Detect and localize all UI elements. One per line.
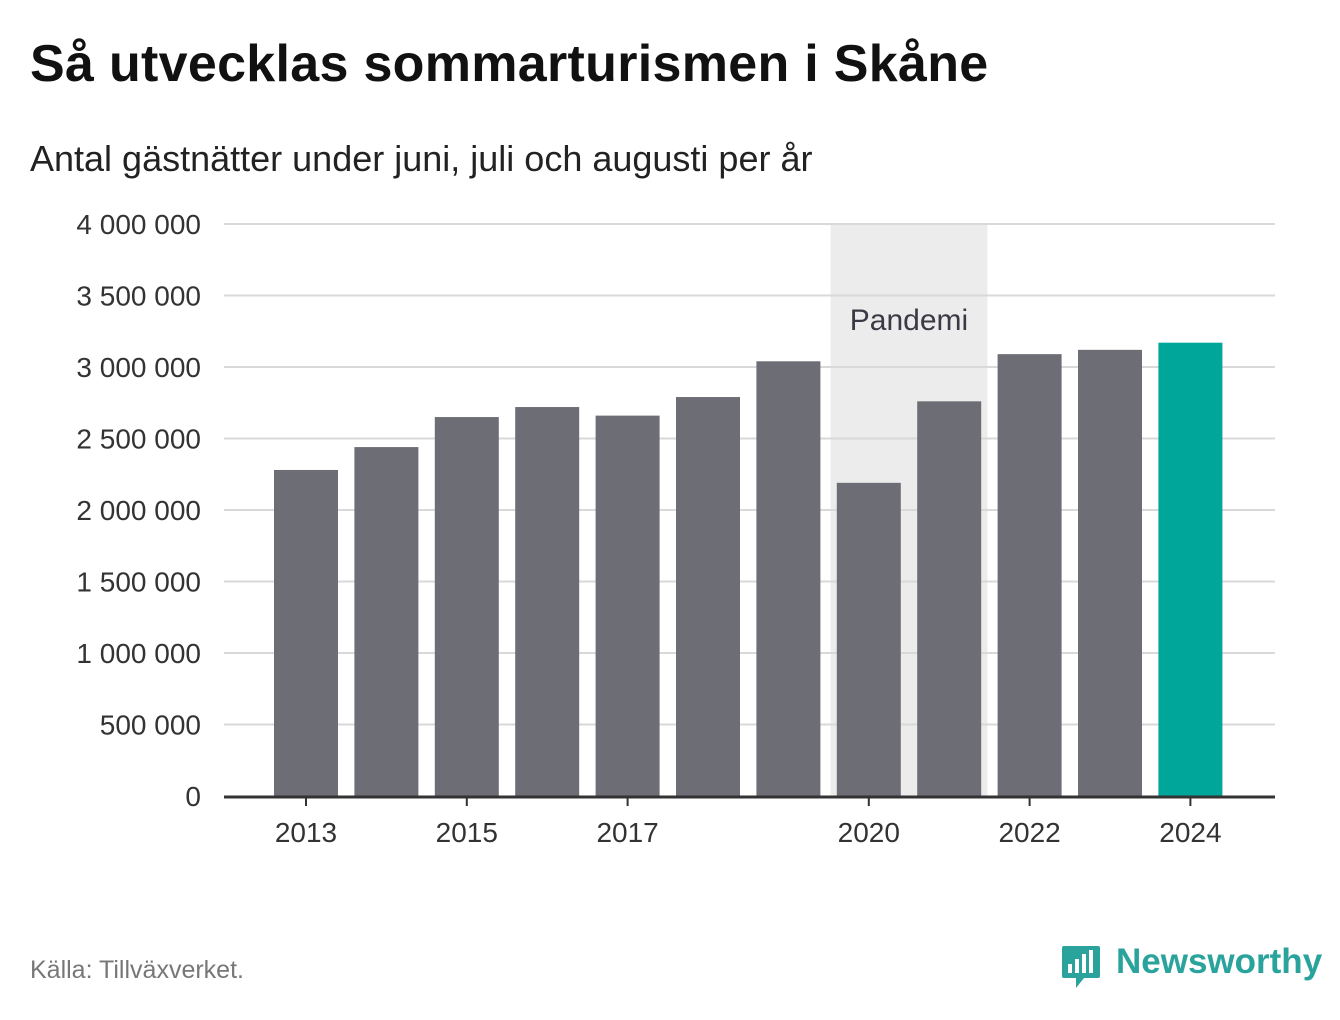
bar-2024 [1158,342,1223,796]
source-note: Källa: Tillväxverket. [30,956,244,984]
bar-2021 [917,401,982,796]
bar-2015 [434,417,499,796]
y-tick-label: 2 000 000 [76,495,201,526]
brand-name: Newsworthy [1116,942,1323,981]
x-axis: 2013 2015 2017 2020 2022 2024 [224,795,1275,848]
bar-chart: 0 500 000 1 000 000 1 500 000 2 000 000 2 500… [76,209,1275,848]
y-tick-label: 3 500 000 [76,281,201,312]
bar-2014 [354,447,419,796]
x-tick-label: 2022 [998,817,1060,848]
chart-subtitle: Antal gästnätter under juni, juli och au… [30,138,813,179]
bars [274,342,1223,796]
bar-2022 [997,354,1062,796]
bar-2019 [756,361,821,796]
annotation-label: Pandemi [850,304,968,337]
annotation-labels: Pandemi [850,304,968,337]
bar-2018 [676,397,740,796]
bar-2020 [836,482,901,796]
bar-2017 [595,415,660,796]
y-tick-label: 4 000 000 [76,209,201,240]
x-tick-label: 2017 [596,817,658,848]
y-axis-labels: 0 500 000 1 000 000 1 500 000 2 000 000 2 500… [76,209,201,812]
x-tick-label: 2020 [838,817,900,848]
x-tick-label: 2013 [275,817,337,848]
y-tick-label: 3 000 000 [76,352,201,383]
newsworthy-logo-icon [1062,946,1100,988]
y-tick-label: 1 000 000 [76,638,201,669]
bar-2023 [1078,349,1142,796]
y-tick-label: 1 500 000 [76,567,201,598]
brand: Newsworthy [1060,940,1323,992]
bar-2016 [515,407,580,796]
y-tick-label: 2 500 000 [76,424,201,455]
x-tick-label: 2015 [436,817,498,848]
y-tick-label: 0 [185,781,201,812]
x-tick-label: 2024 [1159,817,1221,848]
y-tick-label: 500 000 [100,710,201,741]
bar-2013 [274,469,338,796]
chart-title: Så utvecklas sommarturismen i Skåne [30,35,989,93]
